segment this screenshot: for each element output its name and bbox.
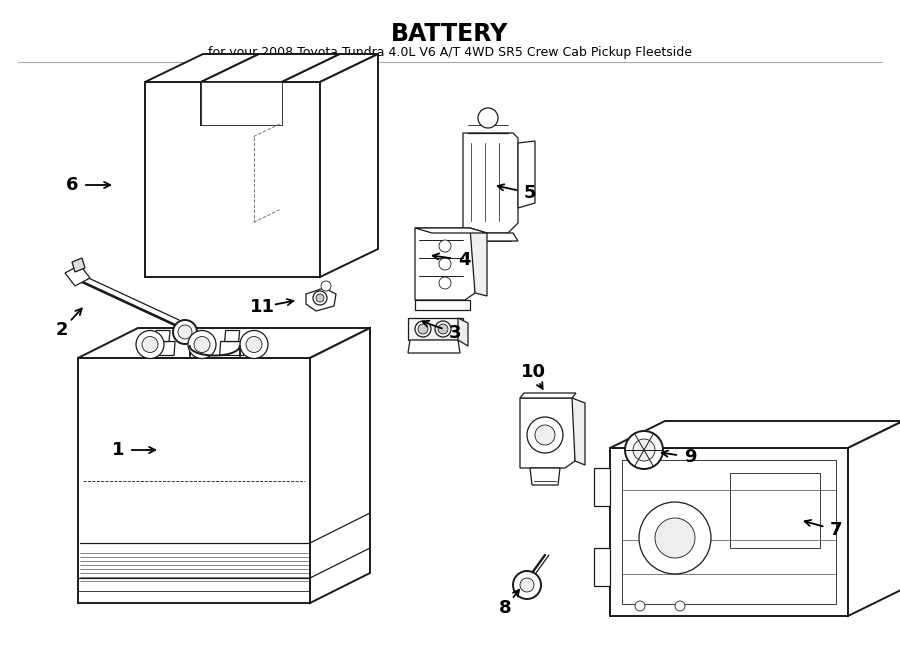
Text: 5: 5 (524, 184, 536, 202)
Text: 3: 3 (449, 324, 462, 342)
Polygon shape (518, 141, 535, 208)
Circle shape (240, 330, 268, 359)
Circle shape (313, 291, 327, 305)
Polygon shape (520, 398, 575, 468)
Polygon shape (310, 328, 370, 603)
Circle shape (655, 518, 695, 558)
Circle shape (439, 240, 451, 252)
Text: 7: 7 (830, 521, 842, 539)
Circle shape (535, 425, 555, 445)
Text: 10: 10 (520, 363, 545, 381)
Polygon shape (65, 265, 90, 286)
Circle shape (520, 578, 534, 592)
Polygon shape (201, 54, 339, 82)
Text: for your 2008 Toyota Tundra 4.0L V6 A/T 4WD SR5 Crew Cab Pickup Fleetside: for your 2008 Toyota Tundra 4.0L V6 A/T … (208, 46, 692, 59)
Circle shape (675, 601, 685, 611)
Circle shape (435, 321, 451, 337)
Polygon shape (145, 82, 320, 277)
Circle shape (178, 325, 192, 339)
Polygon shape (220, 342, 245, 355)
Polygon shape (530, 468, 560, 485)
Polygon shape (594, 548, 610, 586)
Text: 11: 11 (249, 298, 274, 316)
Circle shape (194, 336, 210, 352)
Circle shape (639, 502, 711, 574)
Polygon shape (730, 473, 820, 548)
Circle shape (635, 601, 645, 611)
Polygon shape (306, 288, 336, 311)
Polygon shape (150, 342, 175, 355)
Polygon shape (78, 328, 370, 358)
Circle shape (246, 336, 262, 352)
Circle shape (136, 330, 164, 359)
Polygon shape (415, 228, 475, 300)
Polygon shape (572, 398, 585, 465)
Circle shape (418, 324, 428, 334)
Polygon shape (72, 258, 85, 272)
Polygon shape (610, 421, 900, 448)
Circle shape (439, 277, 451, 289)
Polygon shape (415, 228, 487, 233)
Circle shape (173, 320, 197, 344)
Circle shape (527, 417, 563, 453)
Text: 4: 4 (458, 251, 471, 269)
Polygon shape (594, 468, 610, 506)
Polygon shape (225, 330, 239, 342)
Polygon shape (463, 133, 518, 233)
Text: 9: 9 (684, 448, 697, 466)
Text: 1: 1 (112, 441, 124, 459)
Circle shape (142, 336, 158, 352)
Polygon shape (463, 233, 518, 241)
Polygon shape (610, 448, 848, 616)
Polygon shape (155, 330, 170, 342)
Polygon shape (415, 300, 470, 310)
Circle shape (478, 108, 498, 128)
Polygon shape (201, 82, 282, 125)
Polygon shape (320, 54, 378, 277)
Circle shape (321, 281, 331, 291)
Circle shape (415, 321, 431, 337)
Circle shape (316, 294, 324, 302)
Polygon shape (470, 228, 487, 296)
Circle shape (513, 571, 541, 599)
Polygon shape (408, 340, 460, 353)
Text: 8: 8 (499, 599, 511, 617)
Circle shape (633, 439, 655, 461)
Polygon shape (520, 393, 576, 398)
Text: BATTERY: BATTERY (392, 22, 508, 46)
Polygon shape (145, 54, 378, 82)
Polygon shape (848, 421, 900, 616)
Circle shape (439, 258, 451, 270)
Polygon shape (78, 358, 310, 603)
Circle shape (438, 324, 448, 334)
Polygon shape (458, 318, 468, 346)
Circle shape (188, 330, 216, 359)
Circle shape (625, 431, 663, 469)
Polygon shape (408, 318, 463, 340)
Text: 6: 6 (66, 176, 78, 194)
Text: 2: 2 (56, 321, 68, 339)
